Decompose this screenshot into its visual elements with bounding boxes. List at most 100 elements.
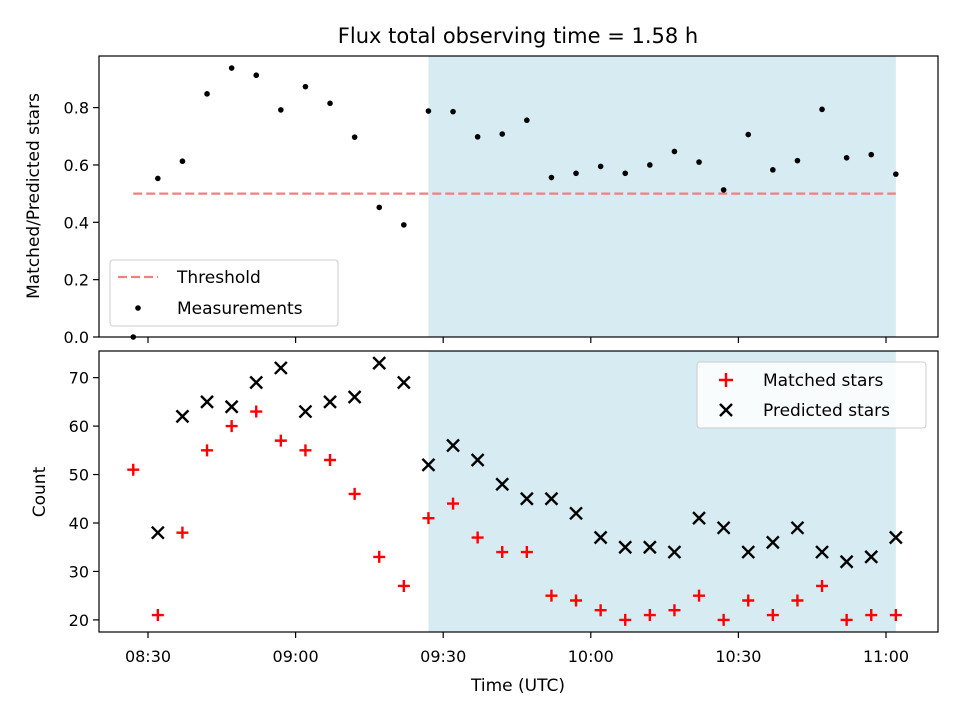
predicted-stars-point <box>569 506 583 521</box>
x-tick-label: 09:30 <box>420 647 466 666</box>
predicted-stars-points <box>150 356 903 569</box>
matched-stars-point <box>422 512 435 525</box>
y-tick-label: 0.4 <box>64 213 89 232</box>
measurement-point <box>720 187 727 193</box>
matched-stars-point <box>693 589 706 602</box>
predicted-stars-point <box>741 545 756 559</box>
predicted-stars-point <box>150 525 165 540</box>
x-tick-label: 09:00 <box>273 647 319 666</box>
measurement-point <box>253 72 260 79</box>
measurement-point <box>376 204 383 211</box>
matched-stars-point <box>299 444 312 457</box>
x-tick-label: 10:00 <box>568 647 614 666</box>
measurement-point <box>228 65 235 71</box>
y-tick-label: 40 <box>69 514 89 533</box>
ratio-legend: Threshold Measurements <box>109 259 339 327</box>
legend-threshold-label: Threshold <box>176 268 261 288</box>
predicted-stars-point <box>790 520 805 535</box>
measurement-point <box>524 117 530 124</box>
measurement-point <box>548 174 555 181</box>
predicted-stars-point <box>544 491 559 506</box>
measurement-point <box>622 170 629 177</box>
matched-stars-point <box>816 579 829 592</box>
predicted-stars-point <box>372 356 387 370</box>
legend-measurements-label: Measurements <box>177 299 303 319</box>
predicted-stars-point <box>323 395 337 409</box>
y-tick-label: 0.8 <box>64 99 89 118</box>
ratio-y-ticks: 0.0 0.2 0.4 0.6 0.8 <box>64 99 99 347</box>
matched-stars-point <box>545 589 558 602</box>
matched-stars-point <box>471 531 484 544</box>
y-tick-label: 60 <box>69 417 89 436</box>
measurement-point <box>893 171 899 177</box>
measurement-point <box>843 154 850 161</box>
matched-stars-point <box>668 604 681 617</box>
matched-stars-point <box>840 613 853 626</box>
measurement-point <box>499 131 506 137</box>
measurement-point <box>573 170 579 177</box>
legend-matched-swatch <box>719 373 733 387</box>
observing-interval-shade <box>428 56 896 337</box>
predicted-stars-point <box>839 554 854 569</box>
predicted-stars-point <box>864 550 879 564</box>
measurement-point <box>696 159 702 165</box>
y-tick-label: 50 <box>69 466 89 485</box>
matched-stars-point <box>397 579 410 592</box>
measurement-point <box>671 148 678 155</box>
matched-stars-point <box>250 405 263 418</box>
matched-stars-point <box>496 546 509 559</box>
matched-stars-point <box>643 609 656 622</box>
matched-stars-point <box>594 604 607 617</box>
count-panel: 20 30 40 50 60 70 08:30 09:00 09:30 10:00 10:30 11… <box>30 350 939 696</box>
predicted-stars-point <box>421 458 436 472</box>
predicted-stars-point <box>249 375 264 390</box>
measurement-point <box>401 222 407 228</box>
count-y-axis-label: Count <box>30 466 50 517</box>
predicted-stars-point <box>273 361 288 375</box>
legend-predicted-swatch <box>719 403 733 417</box>
chart-title: Flux total observing time = 1.58 h <box>338 24 698 48</box>
y-tick-label: 0.2 <box>64 271 89 290</box>
ratio-panel: 0.00.20.40.60.8 Matched/Predicted stars … <box>24 55 939 347</box>
measurement-point <box>770 167 776 173</box>
measurement-point <box>155 175 161 182</box>
ratio-x-ticks <box>147 337 887 343</box>
predicted-stars-point <box>495 477 510 492</box>
matched-stars-point <box>570 594 583 607</box>
matched-stars-point <box>324 454 337 467</box>
predicted-stars-point <box>667 545 682 559</box>
y-tick-label: 30 <box>69 562 89 581</box>
predicted-stars-point <box>175 409 190 424</box>
predicted-stars-point <box>716 520 731 535</box>
measurement-point <box>597 163 604 170</box>
matched-stars-point <box>520 546 533 559</box>
measurement-point <box>327 100 333 107</box>
legend-measurements-swatch <box>135 305 141 311</box>
predicted-stars-point <box>224 399 239 414</box>
matched-stars-point <box>619 613 632 626</box>
predicted-stars-point <box>347 390 362 404</box>
predicted-stars-point <box>692 511 706 525</box>
matched-stars-point <box>889 609 902 622</box>
legend-predicted-label: Predicted stars <box>763 401 890 421</box>
matched-stars-point <box>791 594 804 607</box>
matched-stars-point <box>127 463 140 476</box>
count-y-ticks: 20 30 40 50 60 70 <box>69 369 99 630</box>
measurement-point <box>351 134 358 140</box>
matched-stars-point <box>225 420 238 433</box>
measurement-points <box>130 65 899 340</box>
measurement-point <box>278 107 284 113</box>
predicted-stars-point <box>446 438 460 453</box>
matched-stars-point <box>201 444 214 457</box>
x-tick-label: 11:00 <box>863 647 909 666</box>
measurement-point <box>179 158 186 165</box>
measurement-point <box>204 91 210 97</box>
x-tick-label: 10:30 <box>715 647 761 666</box>
y-tick-label: 0.0 <box>64 328 89 347</box>
measurement-point <box>450 108 456 115</box>
predicted-stars-point <box>470 453 485 467</box>
predicted-stars-point <box>642 540 657 555</box>
legend-matched-label: Matched stars <box>763 371 883 391</box>
measurement-point <box>425 108 432 114</box>
